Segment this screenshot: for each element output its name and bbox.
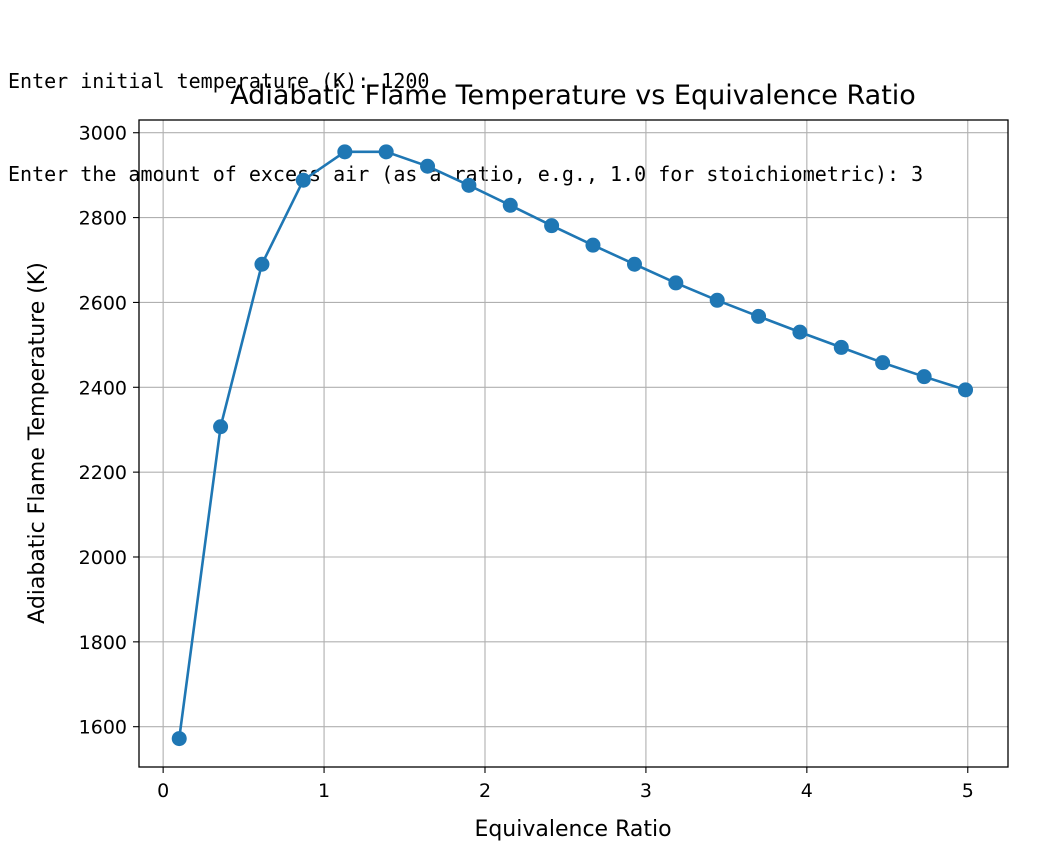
x-tick-label: 1 xyxy=(318,780,330,802)
data-point xyxy=(544,218,560,234)
console-output: Enter initial temperature (K): 1200 Ente… xyxy=(8,4,923,221)
data-point xyxy=(833,339,849,355)
data-point xyxy=(461,177,477,193)
y-tick-label: 1800 xyxy=(79,632,127,654)
x-tick-label: 0 xyxy=(157,780,169,802)
data-point xyxy=(916,369,932,385)
console-line-initial-temperature: Enter initial temperature (K): 1200 xyxy=(8,69,430,93)
y-tick-label: 2400 xyxy=(79,377,127,399)
console-line-excess-air: Enter the amount of excess air (as a rat… xyxy=(8,162,924,186)
data-point xyxy=(751,308,767,324)
x-tick-label: 5 xyxy=(962,780,974,802)
series-line xyxy=(177,150,966,739)
data-point xyxy=(875,355,891,371)
y-tick-label: 2600 xyxy=(79,292,127,314)
x-tick-label: 3 xyxy=(640,780,652,802)
x-tick-label: 4 xyxy=(801,780,813,802)
data-point xyxy=(958,382,974,398)
x-axis-label: Equivalence Ratio xyxy=(474,817,671,842)
data-point xyxy=(378,144,394,160)
y-tick-label: 2000 xyxy=(79,547,127,569)
chart-title: Adiabatic Flame Temperature vs Equivalen… xyxy=(230,80,916,111)
y-tick-label: 3000 xyxy=(79,123,127,145)
data-point xyxy=(254,256,270,272)
data-point xyxy=(668,275,684,291)
data-point xyxy=(709,292,725,308)
data-point xyxy=(585,237,601,253)
y-tick-label: 2200 xyxy=(79,462,127,484)
y-tick-label: 2800 xyxy=(79,208,127,230)
axis-ticks: 0 1 2 3 4 5 1600 1800 2000 2200 2400 2600 2800 3000 xyxy=(79,123,974,802)
y-axis-label: Adiabatic Flame Temperature (K) xyxy=(25,262,50,624)
data-point xyxy=(502,197,518,213)
data-point xyxy=(171,731,187,747)
data-point xyxy=(420,158,436,174)
series-points xyxy=(171,144,974,747)
plot-frame xyxy=(138,119,1009,768)
data-point xyxy=(626,256,642,272)
data-point xyxy=(213,419,229,435)
y-tick-label: 1600 xyxy=(79,717,127,739)
data-point xyxy=(792,324,808,340)
grid xyxy=(139,120,1008,767)
data-point xyxy=(295,172,311,188)
data-point xyxy=(337,144,353,160)
x-tick-label: 2 xyxy=(479,780,491,802)
